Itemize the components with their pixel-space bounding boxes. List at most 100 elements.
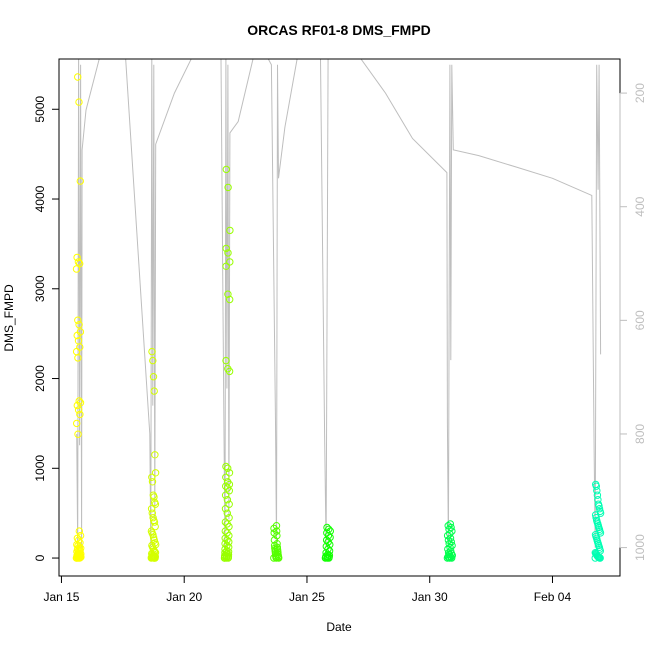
x-axis-label: Date	[326, 620, 352, 634]
data-point	[151, 451, 159, 459]
data-point	[75, 98, 83, 106]
data-point	[223, 509, 232, 517]
data-point	[596, 507, 604, 516]
x-tick-label: Jan 30	[412, 590, 448, 604]
data-point	[223, 541, 231, 550]
data-point	[444, 545, 452, 553]
data-point	[226, 258, 234, 266]
data-point	[76, 399, 85, 407]
data-point	[151, 498, 159, 507]
data-point	[76, 177, 85, 185]
data-point	[322, 552, 330, 560]
data-point	[148, 509, 157, 517]
data-point	[72, 265, 81, 273]
data-point	[444, 549, 453, 557]
data-point	[75, 321, 83, 329]
data-point	[221, 549, 229, 557]
y2-tick-label: 800	[633, 424, 647, 444]
data-point	[149, 373, 158, 381]
data-point	[74, 430, 82, 438]
data-point	[224, 464, 232, 472]
plot-area: Jan 15 Jan 20 Jan 25 Jan 30 Feb 04 0 1000 2000 3…	[33, 58, 647, 604]
data-point	[221, 545, 229, 553]
data-point	[149, 514, 157, 522]
data-point	[75, 527, 84, 535]
data-point	[75, 397, 83, 405]
data-point	[591, 549, 599, 557]
data-point	[591, 511, 600, 519]
data-point	[222, 165, 231, 174]
data-point	[222, 262, 230, 270]
y-tick-label: 4000	[33, 185, 47, 212]
data-point	[223, 496, 232, 504]
data-point	[593, 491, 602, 499]
data-point	[224, 249, 232, 257]
data-point	[221, 527, 230, 535]
data-point	[594, 500, 603, 508]
data-point	[73, 253, 81, 262]
data-point	[224, 183, 232, 192]
data-point	[223, 478, 232, 486]
y2-tick-label: 600	[633, 310, 647, 330]
data-point	[444, 522, 452, 530]
data-point	[222, 356, 230, 365]
data-point	[222, 244, 230, 253]
data-point	[149, 356, 157, 365]
plot-frame	[58, 58, 621, 577]
data-point	[225, 469, 234, 477]
data-point	[325, 525, 333, 533]
chart-title: ORCAS RF01-8 DMS_FMPD	[247, 22, 431, 38]
data-point	[74, 73, 82, 81]
y-tick-label: 5000	[33, 96, 47, 123]
data-point	[76, 531, 85, 540]
data-point	[151, 469, 160, 477]
data-point	[223, 536, 231, 544]
data-point	[148, 473, 156, 481]
y2-tick-label: 1000	[633, 534, 647, 561]
data-point	[72, 347, 81, 356]
data-point	[148, 478, 157, 486]
data-point	[147, 505, 156, 513]
data-point	[222, 473, 230, 481]
data-point	[223, 547, 231, 555]
data-point	[323, 523, 331, 532]
data-point	[323, 529, 331, 537]
data-point	[445, 540, 453, 548]
data-point	[73, 545, 82, 553]
data-point	[445, 525, 453, 533]
data-point	[221, 540, 229, 548]
data-point	[592, 480, 600, 489]
data-point	[592, 514, 600, 522]
data-point	[76, 410, 84, 419]
y2-tick-label: 400	[633, 196, 647, 216]
data-point	[591, 531, 600, 539]
x-tick-label: Jan 15	[43, 590, 79, 604]
data-point	[74, 337, 83, 345]
data-point	[74, 406, 83, 414]
data-point	[222, 482, 230, 490]
x-tick-label: Jan 25	[289, 590, 325, 604]
data-point	[593, 516, 601, 525]
y-tick-label: 0	[33, 554, 47, 561]
data-point	[221, 491, 230, 499]
data-point	[594, 496, 602, 504]
data-point	[75, 536, 83, 544]
data-point	[148, 347, 156, 356]
data-point	[150, 387, 158, 395]
data-point	[221, 505, 230, 513]
data-point	[226, 226, 234, 235]
x-tick-label: Feb 04	[534, 590, 572, 604]
data-point	[149, 491, 158, 499]
data-point	[221, 518, 230, 526]
data-point	[224, 365, 232, 373]
y-axis-label: DMS_FMPD	[2, 284, 16, 352]
data-point	[74, 316, 82, 324]
x-tick-label: Jan 20	[166, 590, 202, 604]
data-point	[222, 462, 230, 471]
y2-tick-label: 200	[633, 83, 647, 103]
data-point	[76, 259, 84, 268]
data-point	[76, 328, 85, 336]
data-point	[595, 505, 604, 513]
data-point	[226, 295, 234, 304]
